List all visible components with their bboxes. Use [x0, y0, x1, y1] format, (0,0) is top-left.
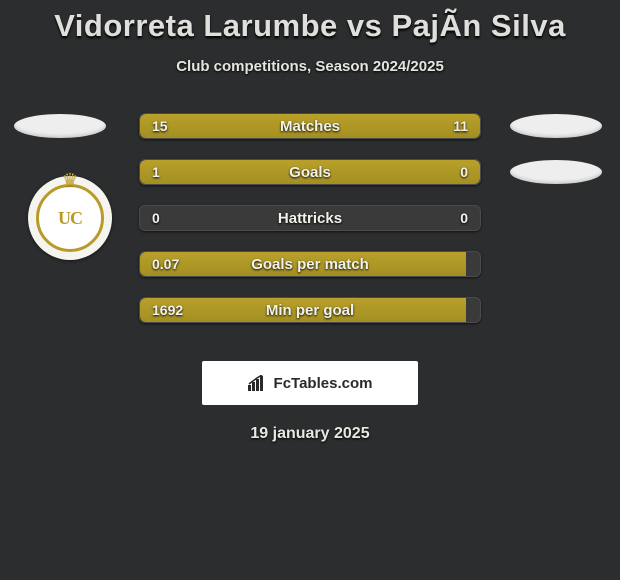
attribution-badge: FcTables.com [202, 361, 418, 405]
stat-bar: 10Goals [139, 159, 481, 185]
stat-label: Hattricks [140, 210, 480, 227]
comparison-card: Vidorreta Larumbe vs PajÃn Silva Club co… [0, 0, 620, 580]
stat-bar: 0 0Hattricks [139, 205, 481, 231]
stat-bar-fill-right [310, 114, 480, 138]
stat-bar-fill-left [140, 252, 466, 276]
page-title: Vidorreta Larumbe vs PajÃn Silva [0, 0, 620, 44]
stat-value-right: 0 [448, 206, 480, 230]
player-chip-right [510, 114, 602, 138]
stat-bar-fill-left [140, 114, 310, 138]
attribution-text: FcTables.com [274, 375, 373, 392]
stat-bar-fill-left [140, 160, 398, 184]
stat-row: 1511Matches [0, 103, 620, 149]
snapshot-date: 19 january 2025 [0, 425, 620, 443]
player-chip-right [510, 160, 602, 184]
stat-bar: 1511Matches [139, 113, 481, 139]
stats-list: 1511Matches 10Goals 0 0Hattricks 0.07Goals p… [0, 103, 620, 333]
stat-row: 10Goals [0, 149, 620, 195]
stat-bar: 0.07Goals per match [139, 251, 481, 277]
stat-bar: 1692Min per goal [139, 297, 481, 323]
stat-bar-fill-right [398, 160, 480, 184]
page-subtitle: Club competitions, Season 2024/2025 [0, 58, 620, 75]
bar-chart-icon [248, 375, 268, 391]
stat-bar-fill-left [140, 298, 466, 322]
stat-value-left: 0 [140, 206, 172, 230]
stat-row: 1692Min per goal [0, 287, 620, 333]
stat-row: 0.07Goals per match [0, 241, 620, 287]
player-chip-left [14, 114, 106, 138]
stat-row: 0 0Hattricks [0, 195, 620, 241]
